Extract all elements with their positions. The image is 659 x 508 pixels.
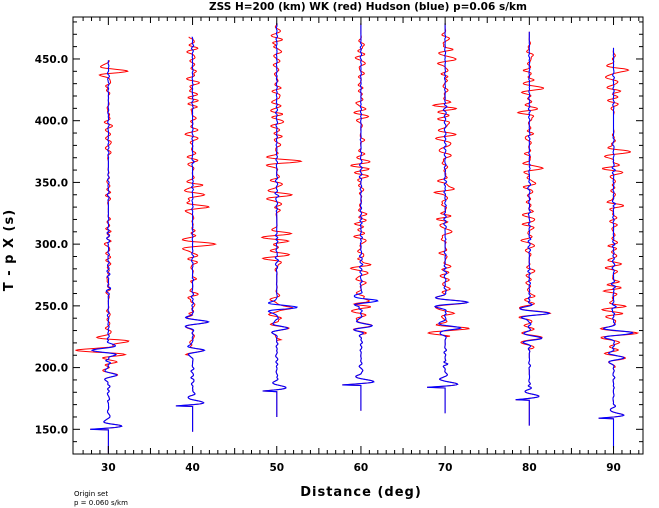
x-axis-label: Distance (deg) — [300, 485, 422, 500]
wk-trace-90 — [598, 47, 640, 448]
hudson-trace-90 — [598, 47, 634, 448]
wk-trace-60 — [342, 23, 375, 411]
x-tick-label: 60 — [354, 462, 369, 474]
x-tick-label: 30 — [101, 462, 116, 474]
traces-group — [75, 23, 640, 453]
chart-title: ZSS H=200 (km) WK (red) Hudson (blue) p=… — [209, 1, 527, 13]
y-axis: 150.0 200.0 250.0 300.0 350.0 400.0 450.0 — [35, 21, 643, 443]
wk-trace-30 — [75, 60, 130, 453]
y-tick-label: 400.0 — [35, 116, 68, 128]
wk-trace-70 — [427, 23, 470, 414]
wk-trace-80 — [515, 31, 552, 426]
footnote-slowness: p = 0.060 s/km — [74, 499, 128, 507]
y-tick-label: 150.0 — [35, 424, 68, 436]
y-tick-label: 350.0 — [35, 177, 68, 189]
x-tick-label: 70 — [438, 462, 453, 474]
plot-frame — [72, 16, 644, 455]
wk-trace-40 — [175, 36, 217, 432]
y-tick-label: 300.0 — [35, 239, 68, 251]
x-tick-label: 50 — [269, 462, 284, 474]
hudson-trace-40 — [175, 36, 210, 432]
footnote-origin: Origin set — [74, 490, 108, 498]
hudson-trace-50 — [262, 23, 298, 417]
y-tick-label: 450.0 — [35, 54, 68, 66]
y-tick-label: 250.0 — [35, 301, 68, 313]
x-tick-label: 40 — [185, 462, 200, 474]
hudson-trace-70 — [427, 23, 470, 414]
hudson-trace-60 — [342, 23, 379, 411]
x-axis: 30 40 50 60 70 80 90 — [82, 17, 640, 474]
wk-trace-50 — [260, 23, 303, 417]
x-tick-label: 80 — [522, 462, 537, 474]
y-axis-label: T - p X (s) — [2, 209, 17, 291]
hudson-trace-80 — [515, 31, 551, 426]
y-tick-label: 200.0 — [35, 363, 68, 375]
hudson-trace-30 — [90, 60, 123, 453]
x-tick-label: 90 — [606, 462, 621, 474]
